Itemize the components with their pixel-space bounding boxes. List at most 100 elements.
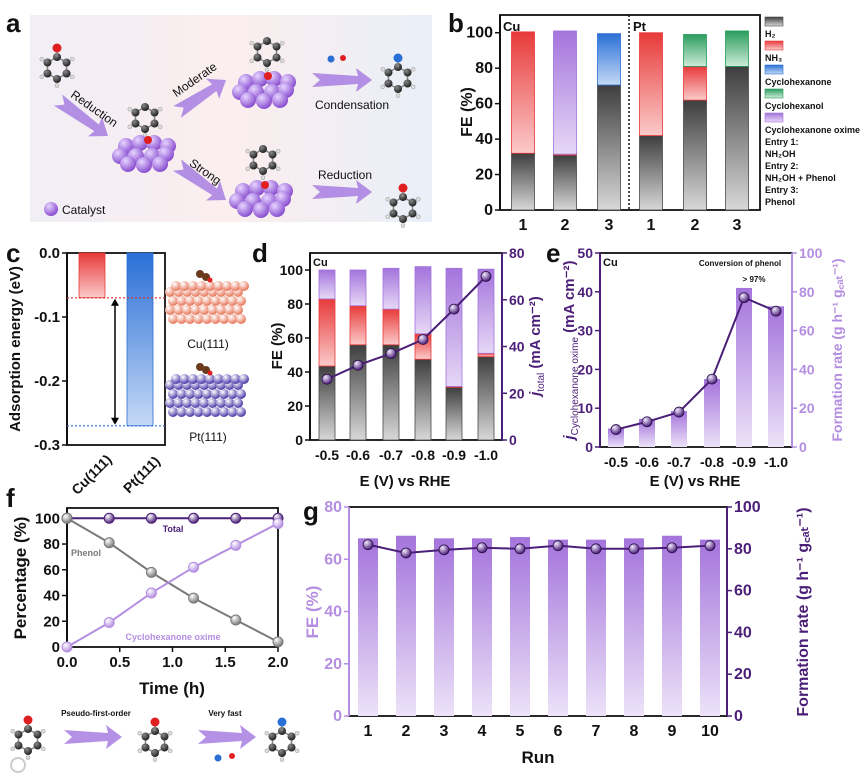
series-point	[188, 561, 200, 573]
y-tick-label: 80	[324, 499, 342, 516]
oxygen-atom	[144, 136, 152, 144]
condensation-arrow-icon	[312, 68, 372, 92]
x-tick-label: 2	[402, 723, 411, 740]
y2-axis-label: jtotal (mA cm⁻²)	[527, 296, 547, 398]
y-tick-label: 60	[799, 323, 815, 339]
bar-segment-nh3	[318, 298, 336, 367]
current-point	[673, 406, 685, 418]
carbon-atom	[150, 108, 159, 117]
x-tick-label: -0.8	[700, 454, 724, 470]
carbon-atom	[160, 743, 169, 752]
hetero-atom	[150, 717, 160, 727]
hydrogen-atom	[167, 730, 173, 736]
x-tick-label: 1.0	[162, 654, 183, 671]
fe-bar	[548, 539, 568, 716]
carbon-atom	[253, 53, 262, 62]
x-tick-label: -0.5	[315, 447, 339, 463]
formation-rate-point	[628, 543, 640, 555]
carbon-atom	[268, 743, 277, 752]
carbon-atom	[253, 42, 262, 51]
carbon-atom	[403, 79, 412, 88]
hydrogen-atom	[137, 748, 143, 754]
carbon-atom	[141, 103, 149, 111]
carbon-atom	[287, 743, 296, 752]
y-tick-label: 0	[734, 708, 743, 725]
surface-atom	[193, 389, 204, 399]
formation-rate-point	[590, 543, 602, 555]
surface-atom	[227, 296, 238, 306]
formation-rate-bar	[608, 428, 624, 447]
carbon-atom	[403, 68, 412, 77]
arrow-shape	[173, 78, 227, 118]
carbon-atom	[384, 68, 393, 77]
bar-segment-oxime	[553, 30, 577, 155]
y-tick-label: 80	[475, 60, 493, 77]
carbon-atom	[62, 69, 71, 78]
y-axis-label: Adsorption energy (eV)	[7, 266, 24, 432]
surface-atom	[224, 305, 235, 315]
hydrogen-atom	[137, 730, 143, 736]
series-point	[103, 512, 115, 524]
hydrogen-atom	[152, 757, 158, 762]
hetero-atom	[52, 43, 62, 53]
adsorbate-atom	[196, 270, 204, 278]
x-tick-label: Cu(111)	[68, 451, 115, 498]
jtotal-point	[417, 334, 429, 345]
surface-atom	[165, 398, 175, 408]
series-point	[230, 614, 242, 626]
arrow-shape	[312, 180, 372, 204]
axis-label-main: j	[561, 435, 578, 442]
reduction-arrow-icon	[53, 94, 109, 137]
surface-atom	[239, 374, 249, 384]
surface-atom	[168, 389, 178, 399]
surface-atom	[207, 305, 218, 315]
carbon-atom	[131, 108, 140, 117]
y-axis-label: FE (%)	[269, 323, 286, 370]
surface-atom	[210, 314, 221, 324]
carbon-atom	[268, 161, 277, 170]
x-tick-label: 7	[592, 723, 601, 740]
carbon-atom	[287, 732, 296, 741]
surface-atom	[236, 407, 246, 417]
formation-rate-point	[476, 542, 488, 554]
y-tick-label: 80	[43, 536, 60, 553]
x-tick-label: -0.7	[667, 454, 691, 470]
surface-atom	[202, 296, 212, 306]
y-tick-label: 20	[577, 361, 593, 377]
surface-atom	[205, 374, 215, 384]
legend-swatch-cyclohexanol	[764, 88, 784, 99]
carbon-atom	[394, 85, 402, 93]
x-tick-label: 2.0	[268, 654, 289, 671]
y-axis-label: Percentage (%)	[11, 517, 30, 640]
label: Catalyst	[62, 203, 106, 217]
hydrogen-atom	[260, 175, 266, 180]
strong-arrow-icon	[172, 159, 227, 201]
x-axis-label: Time (h)	[139, 679, 205, 698]
series-point	[145, 566, 157, 578]
bar-segment-h2	[414, 358, 432, 441]
surface-atom	[216, 398, 226, 408]
bar-segment-nh3	[639, 32, 663, 136]
series-point	[145, 587, 157, 599]
series-line	[66, 522, 279, 648]
legend-swatch-cyclohexanone	[764, 64, 784, 75]
oxygen-atom	[261, 181, 269, 189]
carbon-atom	[259, 167, 267, 175]
panel-label: b	[448, 8, 464, 38]
surface-atom	[185, 407, 195, 417]
hydrogen-atom	[385, 196, 391, 202]
surface-atom	[173, 305, 184, 315]
x-tick-label: 1.5	[215, 654, 236, 671]
bar-segment-cyclohexanol	[683, 34, 707, 67]
carbon-atom	[389, 209, 398, 218]
y-tick-label: 60	[287, 330, 303, 346]
series-line	[66, 517, 279, 643]
hydrogen-atom	[40, 746, 46, 752]
hydrogen-atom	[279, 40, 285, 46]
hetero-atom	[398, 183, 408, 193]
y-tick-label: 50	[577, 245, 593, 261]
carbon-atom	[24, 747, 32, 755]
bar-segment-h2	[445, 386, 463, 441]
series-point	[188, 512, 200, 524]
